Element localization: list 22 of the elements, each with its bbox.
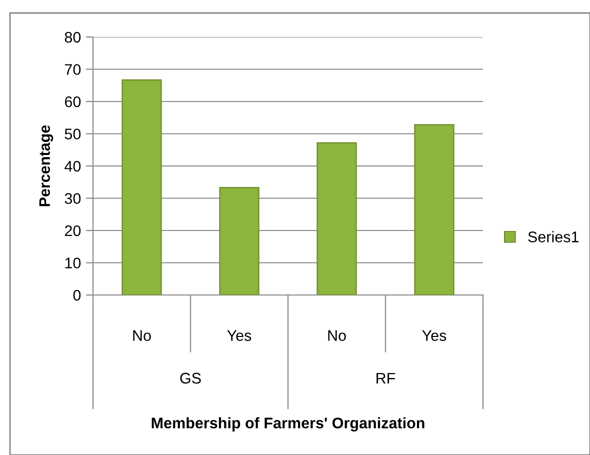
text: RF bbox=[376, 372, 396, 384]
bar bbox=[122, 79, 162, 295]
y-tick-label: 0 bbox=[73, 290, 81, 301]
x-tick-label: Yes bbox=[227, 330, 252, 341]
bar bbox=[414, 124, 454, 295]
y-tick-label: 50 bbox=[64, 128, 81, 140]
x-axis-title: Membership of Farmers' Organization bbox=[152, 417, 424, 432]
bar bbox=[219, 187, 260, 295]
text: GS bbox=[180, 372, 201, 384]
y-tick-label: 30 bbox=[64, 193, 81, 204]
bar bbox=[316, 142, 357, 295]
x-tick-label: Yes bbox=[422, 330, 446, 341]
y-tick-label: 40 bbox=[64, 160, 81, 172]
legend-label: Series1 bbox=[528, 231, 579, 242]
y-tick-label: 80 bbox=[64, 32, 81, 43]
y-axis-title: Percentage bbox=[39, 125, 54, 206]
x-tick-label: No bbox=[328, 330, 346, 341]
x-tick-label: No bbox=[133, 330, 151, 341]
y-tick-label: 10 bbox=[65, 258, 81, 268]
y-tick-label: 60 bbox=[64, 96, 81, 108]
y-tick-label: 20 bbox=[64, 225, 81, 236]
y-tick-label: 70 bbox=[64, 64, 81, 75]
